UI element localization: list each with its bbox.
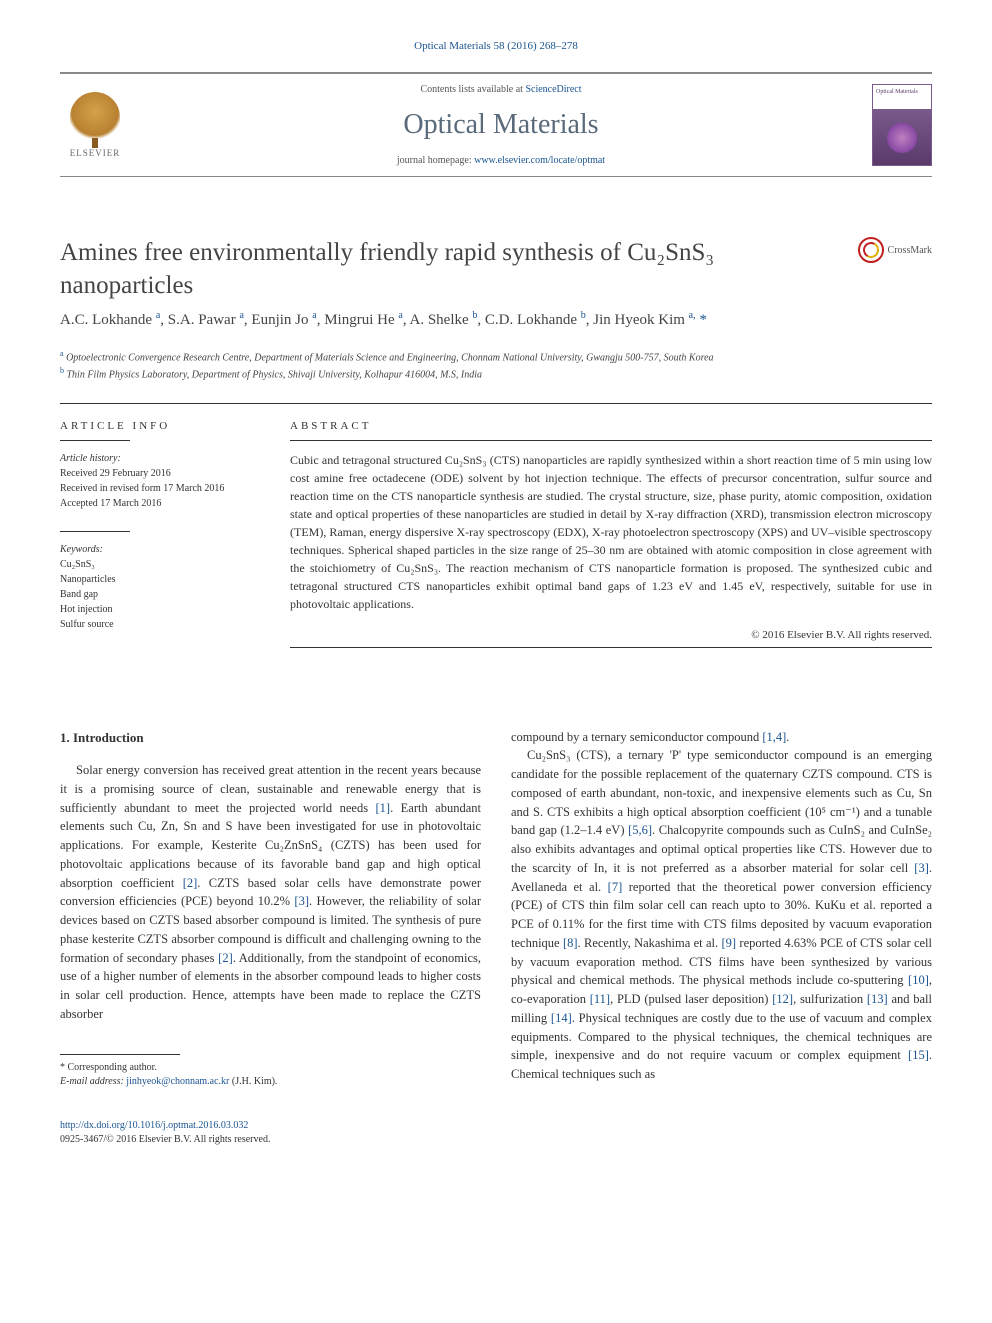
header-center: Contents lists available at ScienceDirec… [130, 84, 872, 166]
author-list: A.C. Lokhande a, S.A. Pawar a, Eunjin Jo… [60, 308, 932, 332]
crossmark-badge[interactable]: CrossMark [858, 237, 932, 263]
corresponding-email-name: (J.H. Kim). [232, 1076, 278, 1087]
corresponding-label: * Corresponding author. [60, 1061, 481, 1075]
issn-copyright: 0925-3467/© 2016 Elsevier B.V. All right… [60, 1133, 481, 1147]
doi-link[interactable]: http://dx.doi.org/10.1016/j.optmat.2016.… [60, 1120, 248, 1131]
email-label: E-mail address: [60, 1076, 126, 1087]
journal-header: ELSEVIER Contents lists available at Sci… [60, 72, 932, 177]
contents-line: Contents lists available at ScienceDirec… [130, 84, 872, 95]
crossmark-icon [858, 237, 884, 263]
affiliation-a: a Optoelectronic Convergence Research Ce… [60, 348, 932, 365]
keyword: Nanoparticles [60, 572, 260, 587]
article-title: Amines free environmentally friendly rap… [60, 237, 842, 302]
history-accepted: Accepted 17 March 2016 [60, 496, 260, 511]
elsevier-tree-icon [70, 92, 120, 142]
body-column-right: compound by a ternary semiconductor comp… [511, 728, 932, 1147]
abstract-column: ABSTRACT Cubic and tetragonal structured… [290, 420, 932, 658]
body-text: 1. Introduction Solar energy conversion … [60, 728, 932, 1147]
crossmark-label: CrossMark [888, 245, 932, 256]
article-info-heading: ARTICLE INFO [60, 420, 260, 432]
homepage-link[interactable]: www.elsevier.com/locate/optmat [474, 155, 605, 166]
body-paragraph: Cu₂SnS₃ (CTS), a ternary 'P' type semico… [511, 746, 932, 1084]
corresponding-author-note: * Corresponding author. E-mail address: … [60, 1061, 481, 1089]
keyword: Hot injection [60, 602, 260, 617]
keyword: Sulfur source [60, 617, 260, 632]
publisher-logo-text: ELSEVIER [70, 148, 121, 158]
keyword: Band gap [60, 587, 260, 602]
homepage-label: journal homepage: [397, 155, 474, 166]
doi-block: http://dx.doi.org/10.1016/j.optmat.2016.… [60, 1119, 481, 1147]
corresponding-email-link[interactable]: jinhyeok@chonnam.ac.kr [126, 1076, 229, 1087]
section-heading: 1. Introduction [60, 728, 481, 748]
keywords-label: Keywords: [60, 542, 260, 557]
abstract-heading: ABSTRACT [290, 420, 932, 432]
history-label: Article history: [60, 451, 260, 466]
citation-line: Optical Materials 58 (2016) 268–278 [60, 40, 932, 52]
journal-name: Optical Materials [130, 109, 872, 141]
affiliation-b: b Thin Film Physics Laboratory, Departme… [60, 365, 932, 382]
footnote-separator [60, 1054, 180, 1055]
body-paragraph: Solar energy conversion has received gre… [60, 761, 481, 1024]
abstract-text: Cubic and tetragonal structured Cu₂SnS₃ … [290, 451, 932, 613]
affiliations: a Optoelectronic Convergence Research Ce… [60, 348, 932, 383]
keywords-block: Keywords: Cu₂SnS₃ Nanoparticles Band gap… [60, 542, 260, 632]
history-received: Received 29 February 2016 [60, 466, 260, 481]
history-revised: Received in revised form 17 March 2016 [60, 481, 260, 496]
body-column-left: 1. Introduction Solar energy conversion … [60, 728, 481, 1147]
publisher-logo: ELSEVIER [60, 85, 130, 165]
contents-text: Contents lists available at [420, 84, 525, 95]
keyword: Cu₂SnS₃ [60, 557, 260, 572]
body-paragraph: compound by a ternary semiconductor comp… [511, 728, 932, 747]
abstract-copyright: © 2016 Elsevier B.V. All rights reserved… [290, 629, 932, 641]
article-info-column: ARTICLE INFO Article history: Received 2… [60, 420, 260, 658]
homepage-line: journal homepage: www.elsevier.com/locat… [130, 155, 872, 166]
journal-cover-thumbnail [872, 84, 932, 166]
sciencedirect-link[interactable]: ScienceDirect [525, 84, 581, 95]
article-history: Article history: Received 29 February 20… [60, 451, 260, 511]
